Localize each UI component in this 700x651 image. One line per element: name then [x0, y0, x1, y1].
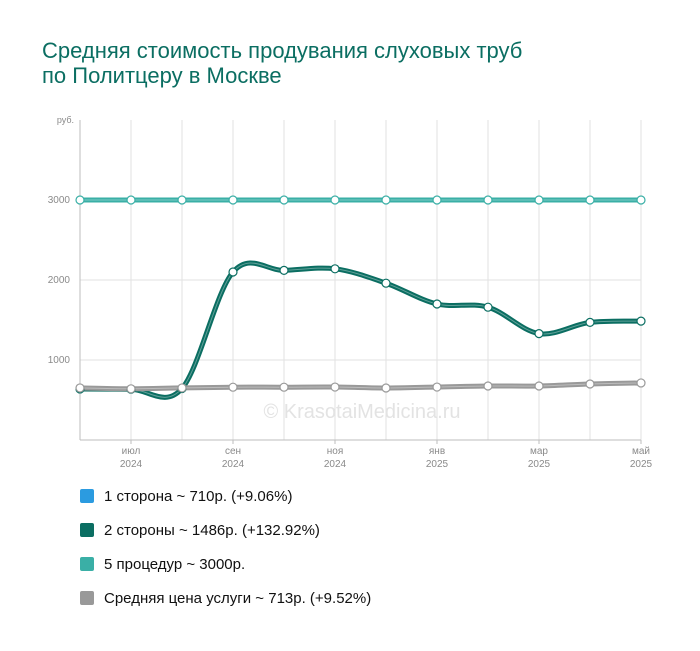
series-4-point	[636, 378, 646, 388]
series-4-point	[432, 382, 442, 392]
series-2-point	[381, 278, 391, 288]
y-axis-labels: руб. 1000 2000 3000	[48, 115, 74, 366]
legend-item-4[interactable]: Средняя цена услуги ~ 713р. (+9.52%)	[80, 589, 371, 607]
series-4-point	[585, 379, 595, 389]
grid-lines	[79, 120, 642, 441]
series-2-line	[77, 260, 644, 400]
series-3-point	[636, 195, 646, 205]
series-4-point	[279, 382, 289, 392]
chart-title-line-1: Средняя стоимость продувания слуховых тр…	[42, 38, 523, 63]
series-4-point	[228, 382, 238, 392]
series-4-point	[75, 383, 85, 393]
series-3-point	[75, 195, 85, 205]
x-tick-label-year: 2024	[324, 459, 347, 470]
series-4-point	[534, 381, 544, 391]
x-tick-label-year: 2025	[426, 459, 449, 470]
series-4-point	[330, 382, 340, 392]
chart-title-line-2: по Политцеру в Москве	[42, 63, 282, 88]
watermark: © KrasotaiMedicina.ru	[263, 401, 460, 423]
series-2-point	[636, 316, 646, 326]
series-2-point	[585, 317, 595, 327]
x-tick-label-month: май	[632, 446, 650, 457]
legend-swatch-1	[80, 489, 94, 503]
series-3-point	[483, 195, 493, 205]
series-3-point	[432, 195, 442, 205]
series-3-point	[126, 195, 136, 205]
series-4-point	[177, 383, 187, 393]
x-tick-label-year: 2024	[120, 459, 143, 470]
legend-label-4: Средняя цена услуги ~ 713р. (+9.52%)	[104, 589, 372, 607]
chart-title: Средняя стоимость продувания слуховых тр…	[42, 38, 522, 88]
series-4-point	[483, 381, 493, 391]
x-tick-label-year: 2025	[528, 459, 551, 470]
series-2-point	[432, 299, 442, 309]
x-tick-label-month: ноя	[327, 446, 344, 457]
legend-label-3: 5 процедур ~ 3000р.	[104, 555, 246, 573]
series-2-point	[279, 265, 289, 275]
series-3-point	[330, 195, 340, 205]
x-tick-label-year: 2025	[630, 459, 653, 470]
series-lines	[77, 197, 644, 400]
y-tick-label: 1000	[48, 355, 71, 366]
x-tick-label-year: 2024	[222, 459, 245, 470]
x-tick-label-month: июл	[122, 446, 141, 457]
line-chart: © KrasotaiMedicina.ru руб. 1000 2000 3000 и…	[48, 115, 653, 470]
legend-swatch-3	[80, 557, 94, 571]
y-tick-label: 2000	[48, 275, 71, 286]
y-tick-label: 3000	[48, 195, 71, 206]
legend: 1 сторона ~ 710р. (+9.06%) 2 стороны ~ 1…	[80, 487, 371, 623]
data-points	[75, 195, 646, 394]
series-2-point	[330, 264, 340, 274]
legend-item-1[interactable]: 1 сторона ~ 710р. (+9.06%)	[80, 487, 371, 505]
x-tick-label-month: мар	[530, 446, 548, 457]
series-4-point	[381, 383, 391, 393]
series-3-point	[177, 195, 187, 205]
legend-label-2: 2 стороны ~ 1486р. (+132.92%)	[104, 521, 320, 539]
series-3-point	[381, 195, 391, 205]
legend-item-3[interactable]: 5 процедур ~ 3000р.	[80, 555, 371, 573]
x-axis-labels: июл 2024 сен 2024 ноя 2024 янв 2025 мар 2025 май 20…	[120, 440, 653, 470]
series-3-point	[585, 195, 595, 205]
y-axis-unit: руб.	[57, 115, 74, 125]
legend-label-1: 1 сторона ~ 710р. (+9.06%)	[104, 487, 293, 505]
x-tick-label-month: янв	[429, 446, 445, 457]
x-tick-label-month: сен	[225, 446, 241, 457]
series-4-point	[126, 384, 136, 394]
series-2-point	[228, 267, 238, 277]
series-2-point	[483, 302, 493, 312]
legend-swatch-4	[80, 591, 94, 605]
series-3-point	[228, 195, 238, 205]
series-2-point	[534, 329, 544, 339]
legend-swatch-2	[80, 523, 94, 537]
series-3-point	[534, 195, 544, 205]
series-3-point	[279, 195, 289, 205]
legend-item-2[interactable]: 2 стороны ~ 1486р. (+132.92%)	[80, 521, 371, 539]
